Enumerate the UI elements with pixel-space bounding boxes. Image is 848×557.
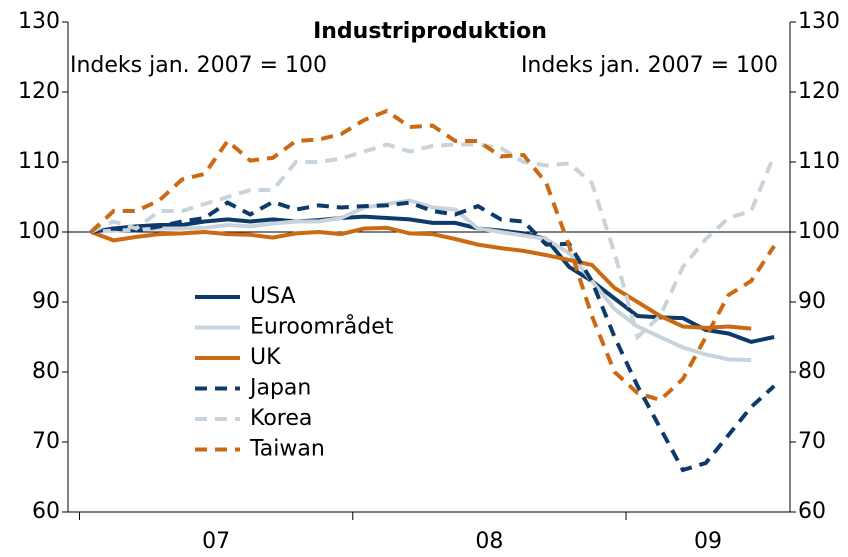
y2-tick-label: 100 (798, 219, 840, 244)
y2-tick-label: 120 (798, 79, 840, 104)
y-tick-label: 120 (18, 79, 60, 104)
y-tick-label: 80 (32, 359, 60, 384)
y-tick-label: 110 (18, 149, 60, 174)
legend-label: Japan (248, 376, 311, 401)
subtitle: Indeks jan. 2007 = 100 (70, 53, 327, 78)
x-tick-label: 08 (475, 529, 503, 554)
legend-label: UK (250, 345, 281, 370)
y2-tick-label: 110 (798, 149, 840, 174)
legend-label: Korea (250, 406, 312, 431)
y2-tick-label: 130 (798, 9, 840, 34)
series-line (89, 108, 776, 403)
series-line (90, 225, 752, 331)
y-tick-label: 90 (32, 289, 60, 314)
y2-tick-label: 90 (798, 289, 826, 314)
y-tick-label: 130 (18, 9, 60, 34)
subtitle: Indeks jan. 2007 = 100 (521, 53, 778, 78)
y2-tick-label: 80 (798, 359, 826, 384)
series-line (90, 198, 752, 363)
series-line (90, 142, 777, 341)
y2-tick-label: 60 (798, 499, 826, 524)
legend-label: Taiwan (249, 437, 325, 462)
y-tick-label: 70 (32, 429, 60, 454)
y2-tick-label: 70 (798, 429, 826, 454)
x-tick-label: 07 (202, 529, 230, 554)
y-tick-label: 100 (18, 219, 60, 244)
legend-label: Euroområdet (250, 314, 394, 340)
legend-label: USA (250, 284, 296, 309)
x-tick-label: 09 (694, 529, 722, 554)
y-tick-label: 60 (32, 499, 60, 524)
series-line (90, 199, 776, 473)
chart-title: Industriproduktion (313, 19, 547, 44)
